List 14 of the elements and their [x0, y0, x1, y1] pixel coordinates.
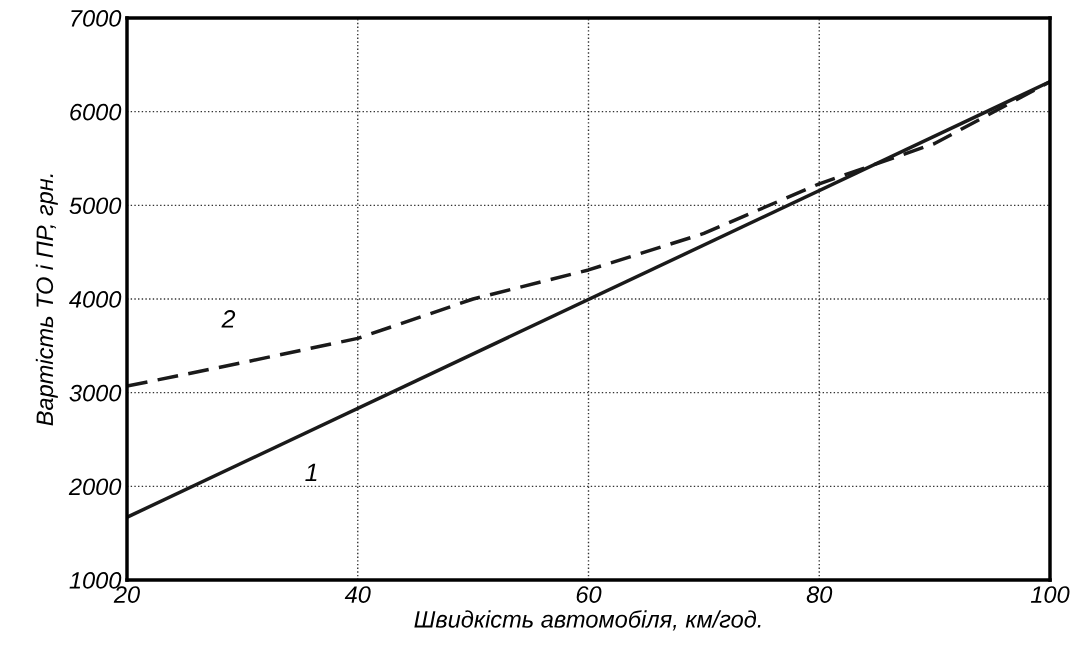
y-tick-label: 3000	[69, 384, 122, 402]
series-label: 1	[305, 463, 317, 482]
x-tick-label: 80	[806, 586, 833, 603]
x-tick-label: 60	[576, 586, 602, 603]
series-label: 2	[221, 310, 236, 328]
y-tick-label: 5000	[69, 197, 122, 215]
y-tick-label: 4000	[69, 291, 122, 308]
x-tick-label: 100	[1030, 586, 1070, 603]
y-tick-label: 7000	[71, 10, 122, 27]
y-tick-label: 6000	[70, 103, 122, 121]
x-tick-label: 40	[344, 586, 371, 603]
y-tick-label: 2000	[68, 478, 122, 496]
x-axis-title: Швидкість автомобіля, км/год.	[414, 610, 761, 631]
y-axis-title: Вартість ТО і ПР, грн.	[35, 174, 58, 426]
